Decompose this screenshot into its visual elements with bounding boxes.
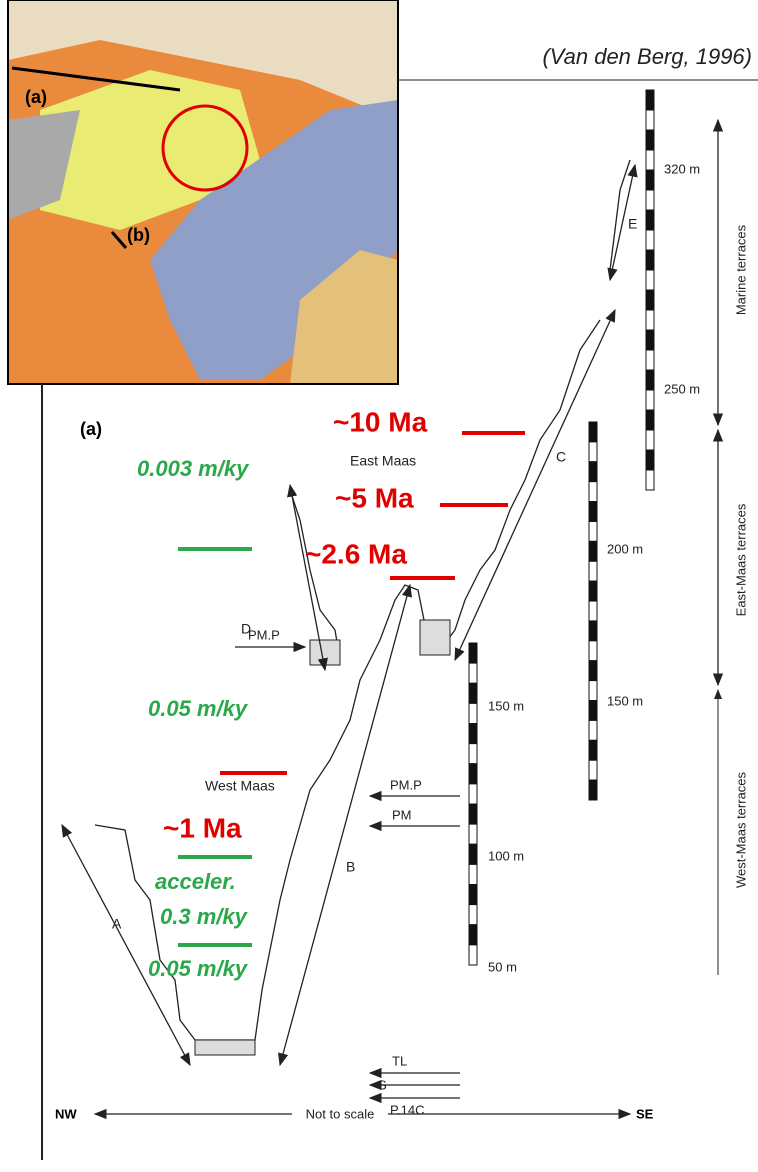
scale-segment	[589, 561, 597, 581]
scale-segment	[646, 250, 654, 270]
sequence: A	[112, 916, 122, 932]
scale-segment	[646, 190, 654, 210]
scale-segment	[646, 450, 654, 470]
scale-segment	[469, 683, 477, 703]
scale-segment	[589, 760, 597, 780]
scale-segment	[469, 864, 477, 884]
sequence: E	[628, 216, 637, 232]
scale-segment	[469, 945, 477, 965]
marker: TL	[392, 1053, 407, 1068]
scale-segment	[589, 521, 597, 541]
marker: PM.P	[390, 777, 422, 792]
rate: 0.003 m/ky	[137, 456, 250, 481]
scale-segment	[589, 422, 597, 442]
scale-segment	[589, 621, 597, 641]
age: ~10 Ma	[333, 406, 428, 437]
terrace-group: West-Maas terraces	[733, 771, 748, 888]
scale-segment	[646, 430, 654, 450]
scale-segment	[589, 462, 597, 482]
rate: acceler.	[155, 869, 236, 894]
marker: PM.P	[248, 627, 280, 642]
axis-middle: Not to scale	[306, 1106, 375, 1121]
scale-segment	[469, 784, 477, 804]
scale-segment	[646, 330, 654, 350]
section-label: (a)	[80, 419, 102, 439]
scale-segment	[589, 442, 597, 462]
river: East Maas	[350, 453, 416, 469]
scale-segment	[469, 764, 477, 784]
scale-segment	[646, 90, 654, 110]
scale-segment	[646, 150, 654, 170]
scale-segment	[469, 643, 477, 663]
scale-segment	[589, 681, 597, 701]
map-label: (b)	[127, 225, 150, 245]
scale-label: 250 m	[664, 381, 700, 396]
marker: P.14C	[390, 1102, 424, 1117]
axis-left: NW	[55, 1106, 77, 1121]
terrace-group: Marine terraces	[733, 224, 748, 315]
scale-bars	[469, 90, 654, 965]
river: West Maas	[205, 778, 275, 794]
scale-segment	[646, 370, 654, 390]
marker: PM	[392, 807, 412, 822]
figure: (a) (b) (Van den Berg, 1996) (a) ~10 Ma …	[0, 0, 758, 1167]
axis-right: SE	[636, 1106, 654, 1121]
scale-segment	[589, 482, 597, 502]
scale-segment	[589, 780, 597, 800]
age: ~5 Ma	[335, 482, 414, 513]
scale-segment	[646, 210, 654, 230]
rate: 0.05 m/ky	[148, 956, 249, 981]
scale-segment	[469, 824, 477, 844]
sequence: B	[346, 859, 355, 875]
scale-segment	[646, 270, 654, 290]
scale-segment	[646, 470, 654, 490]
scale-segment	[469, 703, 477, 723]
scale-label: 150 m	[488, 698, 524, 713]
rate: 0.3 m/ky	[160, 904, 249, 929]
sequence: C	[556, 449, 566, 465]
scale-segment	[646, 290, 654, 310]
scale-label: 320 m	[664, 161, 700, 176]
age: ~2.6 Ma	[305, 538, 407, 569]
scale-label: 50 m	[488, 959, 517, 974]
citation: (Van den Berg, 1996)	[542, 44, 752, 69]
scale-label: 150 m	[607, 693, 643, 708]
scale-segment	[646, 410, 654, 430]
scale-segment	[469, 885, 477, 905]
scale-segment	[589, 641, 597, 661]
scale-segment	[589, 701, 597, 721]
scale-segment	[469, 663, 477, 683]
scale-segment	[646, 390, 654, 410]
scale-segment	[589, 661, 597, 681]
scale-segment	[469, 844, 477, 864]
scale-segment	[469, 905, 477, 925]
scale-segment	[646, 310, 654, 330]
scale-segment	[589, 581, 597, 601]
scale-segment	[589, 502, 597, 522]
scale-segment	[589, 601, 597, 621]
scale-segment	[646, 110, 654, 130]
marker: S	[378, 1077, 387, 1092]
rate: 0.05 m/ky	[148, 696, 249, 721]
scale-segment	[469, 925, 477, 945]
scale-segment	[646, 130, 654, 150]
scale-segment	[589, 740, 597, 760]
map: (a) (b)	[8, 0, 398, 384]
terrace-group: East-Maas terraces	[733, 503, 748, 616]
scale-segment	[646, 230, 654, 250]
scale-segment	[646, 170, 654, 190]
scale-segment	[589, 541, 597, 561]
scale-label: 100 m	[488, 848, 524, 863]
scale-segment	[469, 724, 477, 744]
scale-segment	[469, 804, 477, 824]
scale-segment	[646, 350, 654, 370]
scale-segment	[469, 744, 477, 764]
scale-label: 200 m	[607, 541, 643, 556]
age: ~1 Ma	[163, 812, 242, 843]
map-label: (a)	[25, 87, 47, 107]
scale-segment	[589, 720, 597, 740]
